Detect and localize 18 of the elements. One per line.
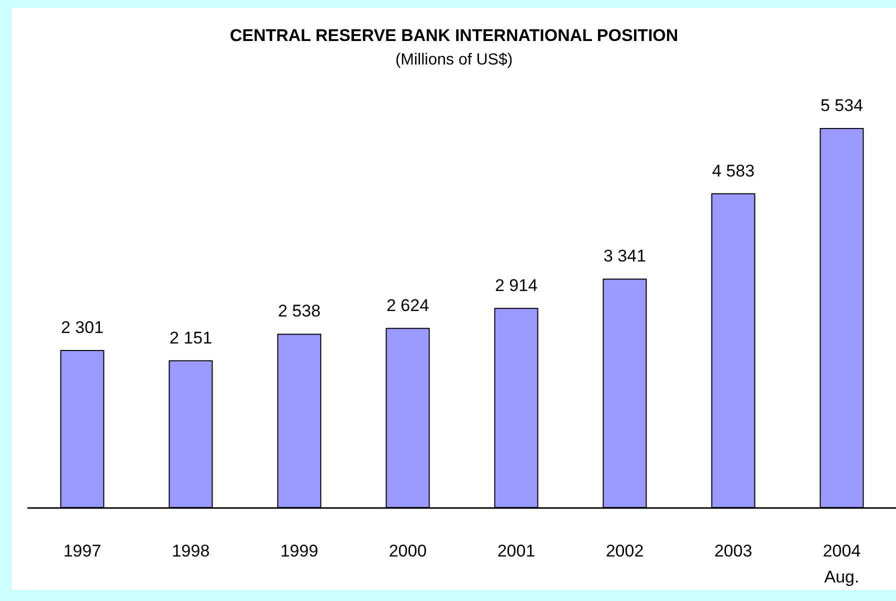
data-label: 2 301 — [60, 318, 104, 337]
x-tick-label: 2003 — [714, 542, 752, 560]
chart-title: CENTRAL RESERVE BANK INTERNATIONAL POSITION — [230, 26, 678, 45]
data-label: 2 624 — [386, 296, 430, 315]
data-label: 2 914 — [494, 276, 538, 295]
data-label: 2 538 — [278, 302, 321, 321]
data-label: 2 151 — [169, 328, 212, 348]
x-tick-label: 2004 Aug. — [822, 542, 861, 586]
x-tick-label: 2000 — [388, 542, 427, 560]
data-label: 4 583 — [712, 161, 755, 180]
data-label: 3 341 — [603, 246, 646, 266]
chart-subtitle: (Millions of US$) — [395, 52, 513, 68]
x-tick-label: 1999 — [280, 542, 318, 560]
x-tick-label: 1998 — [172, 542, 210, 560]
x-tick-label: 2001 — [497, 542, 536, 560]
x-tick-label: 1997 — [63, 542, 102, 560]
x-tick-label: 2002 — [606, 542, 644, 560]
data-label: 5 534 — [820, 96, 864, 115]
